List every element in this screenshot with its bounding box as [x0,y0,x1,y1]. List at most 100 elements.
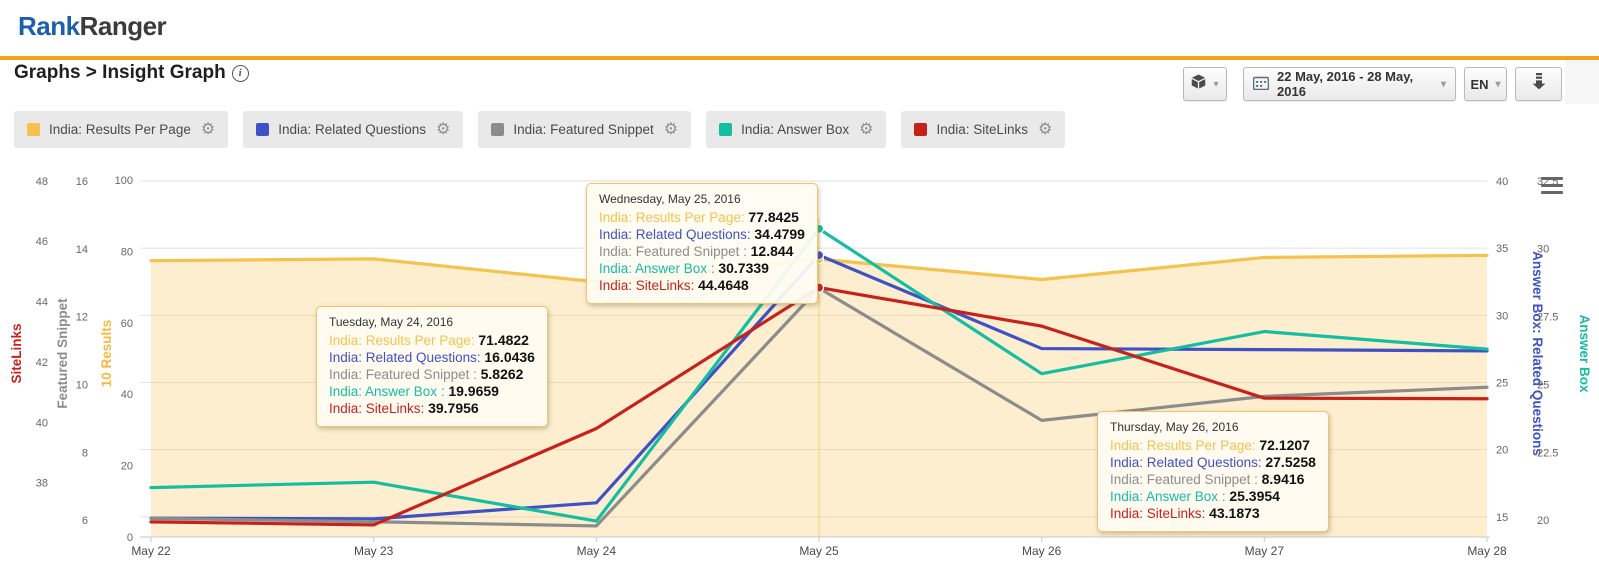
y-axis-tick-label: 0 [127,532,133,544]
tooltip-series-row: India: Featured Snippet : 12.844 [599,243,805,260]
legend-item-sitelinks[interactable]: India: SiteLinks ⚙ [901,111,1066,148]
tooltip-separator: : [420,401,429,416]
rankranger-logo[interactable]: RankRanger [18,11,167,42]
tooltip-series-row: India: Answer Box : 19.9659 [329,383,535,400]
y-axis-tick-label: 25 [1537,379,1549,391]
tooltip-series-value: 16.0436 [484,349,535,365]
toolbar: ▾ 22 May, 2016 - 28 May, 2016 ▾ EN ▾ [1183,67,1562,101]
tooltip-series-value: 34.4799 [754,226,805,242]
tooltip-series-label: India: Featured Snippet [1110,472,1251,487]
tooltip-series-value: 43.1873 [1209,505,1260,521]
legend-item-label: India: Featured Snippet [513,122,654,137]
legend-item-related-questions[interactable]: India: Related Questions ⚙ [243,111,464,148]
tooltip-series-value: 5.8262 [480,366,524,382]
gear-icon[interactable]: ⚙ [663,120,679,138]
y-axis-tick-label: 40 [36,417,48,429]
chart-tooltip: Thursday, May 26, 2016 India: Results Per… [1097,411,1329,532]
tooltip-separator: : [437,384,449,399]
gear-icon[interactable]: ⚙ [1038,120,1053,138]
download-button[interactable] [1515,67,1562,101]
corner-panel-strip [1565,60,1599,104]
chart-tooltip: Tuesday, May 24, 2016 India: Results Per … [316,306,548,427]
caret-down-icon: ▾ [1440,78,1446,90]
gear-icon[interactable]: ⚙ [859,120,874,138]
tooltip-series-label: India: Answer Box [599,261,708,276]
tooltip-series-value: 12.844 [750,243,794,259]
tooltip-series-label: India: Answer Box [1110,489,1219,504]
tooltip-series-label: India: Answer Box [329,384,438,399]
chart-tooltip: Wednesday, May 25, 2016 India: Results Pe… [586,183,818,304]
tooltip-series-value: 27.5258 [1265,454,1316,470]
chart-legend: India: Results Per Page ⚙ India: Related… [14,111,1066,148]
legend-item-featured-snippet[interactable]: India: Featured Snippet ⚙ [478,111,692,148]
tooltip-separator: : [739,244,751,259]
date-range-button[interactable]: 22 May, 2016 - 28 May, 2016 ▾ [1243,67,1456,101]
legend-swatch [491,123,505,136]
tooltip-series-label: India: Related Questions [1110,455,1258,470]
tooltip-separator: : [1201,506,1210,521]
info-icon[interactable]: i [231,65,249,82]
y-axis-tick-label: 22.5 [1537,447,1558,459]
tooltip-series-label: India: Featured Snippet [599,244,740,259]
tooltip-series-row: India: Related Questions: 34.4799 [599,226,805,243]
legend-swatch [27,123,40,136]
y-axis-tick-label: 38 [36,478,48,490]
calendar-icon [1252,76,1270,93]
tooltip-date: Tuesday, May 24, 2016 [329,315,454,329]
y-axis-tick-label: 16 [76,176,88,188]
hamburger-menu-icon[interactable] [1541,177,1563,194]
gear-icon[interactable]: ⚙ [436,120,451,138]
x-axis-label: May 24 [577,544,617,558]
y-axis-title-sitelinks: SiteLinks [9,323,24,383]
tooltip-series-value: 19.9659 [448,383,499,399]
tooltip-series-value: 39.7956 [428,400,479,416]
legend-item-results-per-page[interactable]: India: Results Per Page ⚙ [14,111,229,148]
y-axis-title-answerbox: Answer Box [1577,314,1592,393]
page-title: Graphs > Insight Graph [14,62,226,83]
report-type-button[interactable]: ▾ [1183,67,1227,101]
header-accent-rule [0,56,1599,60]
tooltip-separator: : [469,367,481,382]
logo-rank: Rank [18,11,80,41]
tooltip-separator: : [1250,472,1262,487]
tooltip-series-value: 77.8425 [748,209,799,225]
x-axis-label: May 25 [799,544,839,558]
gear-icon[interactable]: ⚙ [200,120,216,138]
caret-down-icon: ▾ [1213,78,1219,90]
y-axis-tick-label: 8 [82,447,88,459]
tooltip-series-row: India: Answer Box : 30.7339 [599,260,805,277]
y-axis-title-related: Answer Box: Related Questions [1530,251,1545,456]
y-axis-tick-label: 40 [1496,176,1508,188]
logo-ranger: Ranger [79,11,167,41]
tooltip-series-label: India: Results Per Page [329,333,471,348]
language-button[interactable]: EN ▾ [1464,67,1507,101]
language-label: EN [1470,76,1489,92]
y-axis-tick-label: 42 [36,357,48,369]
y-axis-tick-label: 20 [1537,515,1549,527]
x-axis-label: May 23 [354,544,394,558]
tooltip-series-label: India: SiteLinks [1110,506,1202,521]
y-axis-tick-label: 10 [76,380,88,392]
legend-item-label: India: Results Per Page [49,122,191,137]
tooltip-separator: : [707,261,719,276]
tooltip-separator: : [746,227,755,242]
tooltip-date: Wednesday, May 25, 2016 [599,192,741,206]
y-axis-title-featured: Featured Snippet [55,298,70,409]
legend-item-answer-box[interactable]: India: Answer Box ⚙ [706,111,887,148]
tooltip-series-row: India: Related Questions: 16.0436 [329,349,535,366]
download-icon [1531,73,1547,95]
tooltip-separator: : [740,210,749,225]
tooltip-series-value: 30.7339 [718,260,769,276]
tooltip-series-value: 8.9416 [1261,471,1305,487]
tooltip-series-label: India: SiteLinks [599,278,691,293]
tooltip-separator: : [1257,455,1266,470]
package-cube-icon [1191,74,1206,94]
y-axis-title-results: 10 Results [99,320,114,388]
x-axis-label: May 26 [1022,544,1062,558]
tooltip-series-row: India: SiteLinks: 39.7956 [329,400,535,417]
tooltip-series-value: 72.1207 [1259,437,1310,453]
tooltip-separator: : [470,333,479,348]
breadcrumb: Graphs > Insight Graph i [14,62,249,84]
legend-item-label: India: SiteLinks [936,122,1029,137]
